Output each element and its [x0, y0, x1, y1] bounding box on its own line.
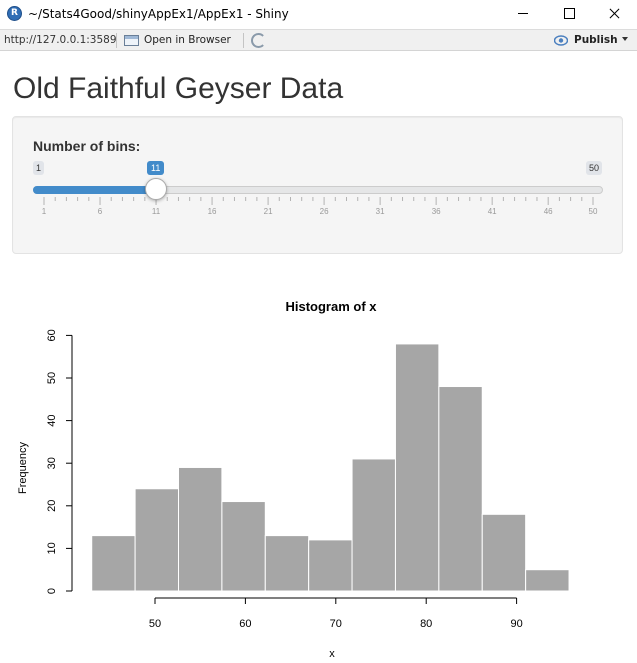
histogram-bar [351, 458, 396, 592]
publish-icon [554, 35, 568, 46]
browser-window-icon [124, 35, 139, 46]
slider-grid-label: 21 [263, 207, 273, 216]
minimize-button[interactable] [500, 0, 546, 28]
publish-button[interactable]: Publish [554, 32, 618, 49]
open-in-browser-button[interactable]: Open in Browser [124, 32, 231, 49]
refresh-icon[interactable] [251, 33, 266, 48]
slider-grid-label: 31 [375, 207, 385, 216]
y-axis-label: Frequency [17, 442, 29, 494]
histogram-bar [178, 466, 223, 592]
viewer-toolbar: http://127.0.0.1:3589 Open in Browser Pu… [0, 29, 637, 51]
toolbar-divider [116, 33, 117, 48]
publish-dropdown-icon[interactable] [622, 37, 628, 41]
slider-grid-label: 36 [431, 207, 441, 216]
window-title: ~/Stats4Good/shinyAppEx1/AppEx1 - Shiny [28, 7, 289, 21]
slider-fill [33, 186, 157, 194]
x-axis-label: x [329, 648, 335, 660]
slider-max-label: 50 [586, 161, 603, 175]
histogram-bar [481, 513, 527, 592]
slider-grid-label: 46 [543, 207, 553, 216]
rstudio-icon: R [7, 6, 22, 21]
x-tick-label: 70 [330, 618, 342, 630]
slider-min-label: 1 [33, 161, 45, 175]
histogram-bar [438, 386, 483, 592]
page-title: Old Faithful Geyser Data [13, 72, 344, 105]
window-titlebar: R ~/Stats4Good/shinyAppEx1/AppEx1 - Shin… [0, 0, 637, 28]
histogram-bar [525, 569, 570, 592]
slider-value-label: 11 [147, 161, 165, 175]
sidebar-panel: Number of bins: 1 50 11 1 6 11 16 21 26 31 36 41… [12, 116, 623, 254]
slider-grid-label: 16 [207, 207, 217, 216]
x-tick-label: 90 [510, 618, 522, 630]
y-tick-label: 50 [46, 372, 58, 384]
x-tick-label: 50 [149, 618, 161, 630]
toolbar-divider [243, 33, 244, 48]
y-tick-label: 60 [46, 329, 58, 341]
slider-label: Number of bins: [33, 138, 141, 154]
close-button[interactable] [592, 0, 637, 28]
chart-title: Histogram of x [285, 299, 377, 314]
histogram-bar [221, 501, 266, 592]
histogram-plot: Histogram of x x Frequency 50 60 70 80 90 0 10… [17, 299, 570, 660]
slider-grid-label: 11 [151, 207, 161, 216]
x-tick-label: 60 [239, 618, 251, 630]
slider-grid-label: 6 [97, 207, 103, 216]
histogram-bar [264, 535, 310, 592]
url-display: http://127.0.0.1:3589 [4, 34, 117, 46]
axes-group: 50 60 70 80 90 0 10 20 30 40 50 60 [46, 329, 523, 630]
x-tick-label: 80 [420, 618, 432, 630]
histogram-bar [134, 488, 180, 592]
histogram-bar [394, 343, 440, 592]
slider-handle[interactable] [145, 178, 168, 200]
slider-grid-label: 1 [41, 207, 47, 216]
y-tick-label: 30 [46, 457, 58, 469]
y-tick-label: 10 [46, 542, 58, 554]
histogram-bar [91, 535, 136, 592]
publish-label: Publish [574, 34, 618, 46]
slider-grid-label: 50 [588, 207, 598, 216]
maximize-button[interactable] [546, 0, 592, 28]
y-tick-label: 0 [46, 588, 58, 594]
histogram-bar [308, 539, 353, 592]
slider-grid-label: 41 [487, 207, 497, 216]
open-in-browser-label: Open in Browser [144, 34, 231, 46]
bars-group [91, 343, 570, 592]
slider-grid-label: 26 [319, 207, 329, 216]
y-tick-label: 20 [46, 500, 58, 512]
y-tick-label: 40 [46, 414, 58, 426]
